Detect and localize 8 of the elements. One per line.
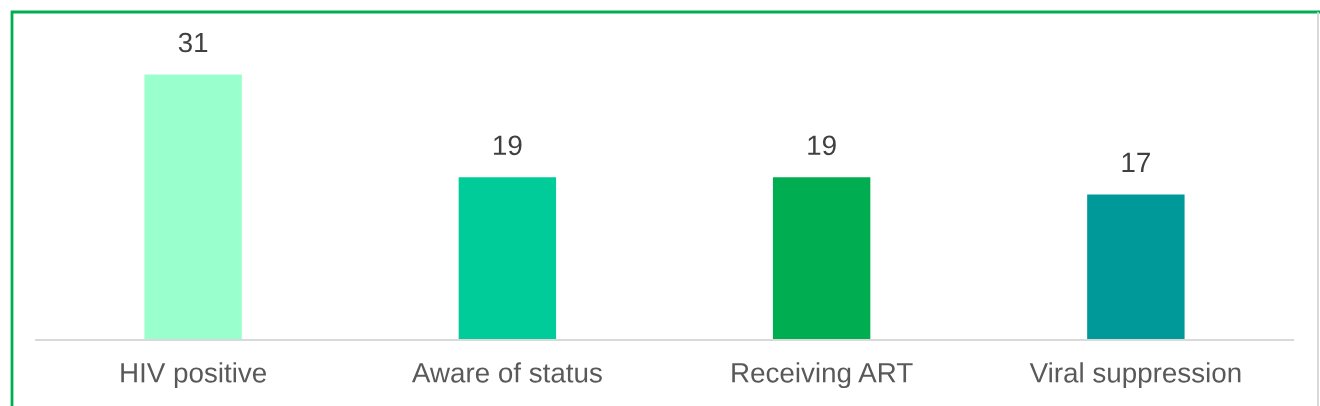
x-tick-label: Receiving ART	[732, 362, 913, 389]
data-label: 31	[178, 32, 208, 53]
x-tick-label: Viral suppression	[1029, 362, 1241, 389]
x-tick-label: Aware of status	[411, 362, 602, 383]
data-label: 17	[1122, 152, 1150, 172]
x-tick-label: HIV positive	[121, 362, 266, 389]
data-label: 19	[494, 135, 522, 156]
data-label: 19	[808, 135, 836, 156]
